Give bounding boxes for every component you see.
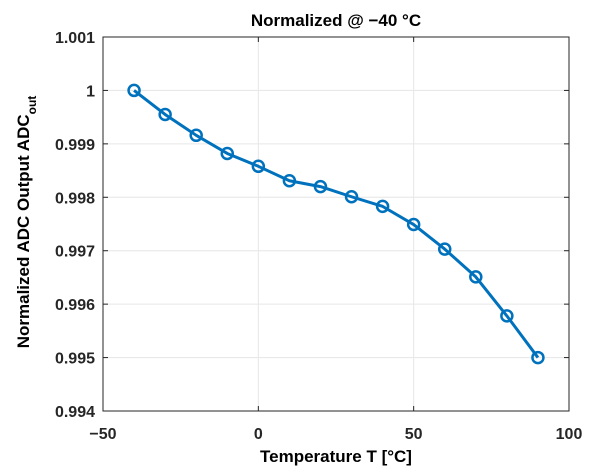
x-tick-label: 100: [556, 426, 583, 443]
data-point-marker: [189, 128, 203, 143]
y-tick-label: 0.995: [55, 351, 95, 368]
x-tick-label: 0: [254, 426, 263, 443]
data-point-marker: [251, 159, 266, 174]
x-tick-labels: −50 0 50 100: [89, 426, 582, 443]
data-series: [127, 83, 545, 365]
y-tick-label: 0.997: [55, 244, 95, 261]
data-point-marker: [406, 217, 421, 232]
x-tick-label: −50: [89, 426, 116, 443]
y-tick-label: 0.994: [55, 404, 95, 421]
data-point-marker: [344, 190, 359, 204]
y-axis-label-subscript: out: [25, 96, 39, 115]
y-tick-label: 0.996: [55, 297, 95, 314]
data-point-marker: [220, 146, 235, 161]
chart-title: Normalized @ −40 °C: [251, 11, 421, 30]
y-tick-label: 0.998: [55, 190, 95, 207]
data-point-marker: [158, 107, 172, 122]
data-point-marker: [531, 350, 545, 365]
data-point-marker: [469, 270, 483, 284]
grid: [102, 36, 570, 412]
plot-area-frame: [102, 36, 570, 412]
x-axis-label: Temperature T [°C]: [260, 447, 412, 466]
data-point-marker: [282, 173, 297, 188]
axis-ticks: [102, 36, 570, 412]
data-point-marker: [437, 242, 452, 256]
y-axis-label-main: Normalized ADC Output ADC: [14, 114, 33, 348]
data-point-marker: [313, 179, 328, 194]
data-point-marker: [127, 83, 141, 98]
y-tick-label: 1: [86, 83, 95, 100]
x-tick-label: 50: [405, 426, 423, 443]
y-axis-label: Normalized ADC Output ADCout: [14, 96, 39, 349]
data-point-marker: [500, 309, 514, 323]
y-tick-labels: 0.994 0.995 0.996 0.997 0.998 0.999 1 1.001: [55, 30, 95, 421]
data-point-marker: [375, 199, 390, 214]
y-tick-label: 1.001: [55, 30, 95, 47]
y-tick-label: 0.999: [55, 137, 95, 154]
